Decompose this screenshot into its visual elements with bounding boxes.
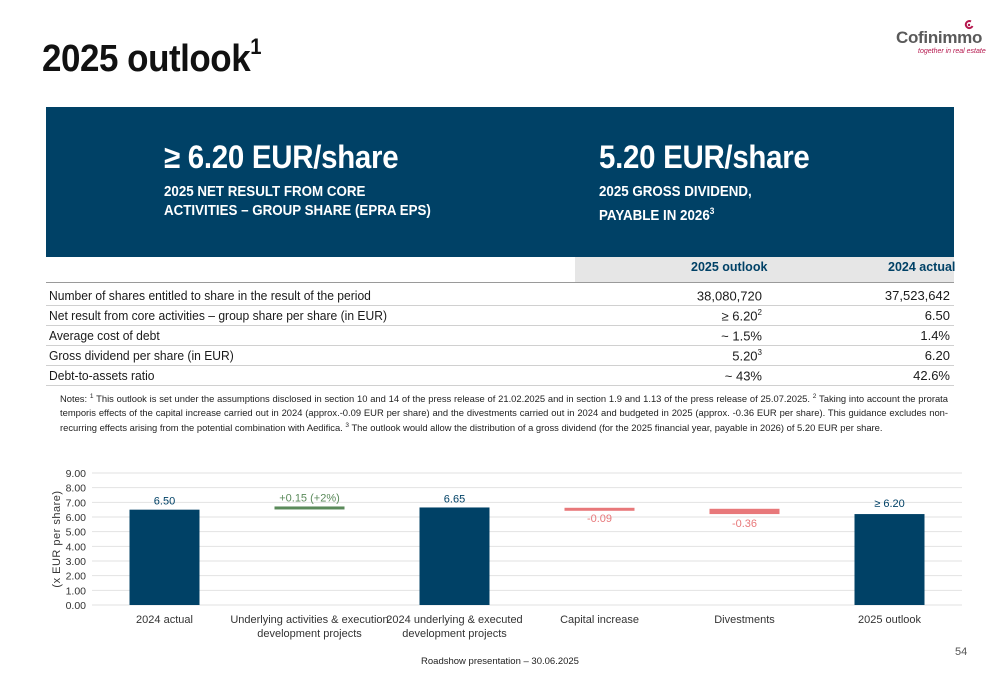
row-outlook-text: ~ 1.5% <box>721 328 762 344</box>
y-tick-label: 7.00 <box>66 497 87 509</box>
row-outlook-text: 38,080,720 <box>696 288 762 304</box>
kpi-eps-value: ≥ 6.20 EUR/share <box>164 139 399 175</box>
logo-name: Cofinimmo <box>896 28 983 47</box>
y-tick-label: 2.00 <box>66 571 87 583</box>
logo-tagline: together in real estate <box>918 48 986 55</box>
kpi-dividend-footnote-mark: 3 <box>709 206 715 216</box>
row-outlook-value: ~ 1.5% <box>721 328 762 343</box>
y-tick-label: 0.00 <box>66 600 87 612</box>
table-row: Average cost of debt ~ 1.5% 1.4% <box>46 326 954 346</box>
y-axis-label: (x EUR per share) <box>51 490 63 587</box>
row-outlook-value: ~ 43% <box>725 368 762 383</box>
data-label: -0.36 <box>732 518 757 530</box>
data-label: ≥ 6.20 <box>874 498 905 510</box>
row-label: Gross dividend per share (in EUR) <box>49 348 234 363</box>
x-tick-label: development projects <box>257 628 362 640</box>
footnote-2: Taking into account the prorata temporis… <box>60 393 948 434</box>
kpi-dividend-value: 5.20 EUR/share <box>599 139 810 175</box>
y-tick-label: 1.00 <box>66 585 87 597</box>
chart-bar <box>709 508 780 515</box>
page-title: 2025 outlook1 <box>42 34 261 81</box>
data-label: -0.09 <box>587 513 612 525</box>
page-number: 54 <box>955 646 968 658</box>
table-row: Debt-to-assets ratio ~ 43% 42.6% <box>46 366 954 386</box>
y-tick-label: 4.00 <box>66 541 87 553</box>
row-divider <box>46 385 954 386</box>
page-title-text: 2025 outlook <box>42 38 251 80</box>
footnote-3: The outlook would allow the distribution… <box>351 422 883 434</box>
x-tick-label: development projects <box>402 628 507 640</box>
row-actual-value: 37,523,642 <box>884 288 950 303</box>
row-label: Debt-to-assets ratio <box>49 368 155 383</box>
x-tick-label: 2025 outlook <box>858 614 921 626</box>
data-label: 6.65 <box>444 493 465 505</box>
kpi-dividend-caption: 2025 GROSS DIVIDEND, PAYABLE IN 20263 <box>599 183 752 226</box>
row-outlook-value: 5.203 <box>732 348 762 363</box>
x-tick-label: 2024 actual <box>136 614 193 626</box>
row-outlook-text: ≥ 6.20 <box>721 308 758 324</box>
chart-bar <box>419 507 490 605</box>
table-row: Net result from core activities – group … <box>46 306 954 326</box>
row-label: Average cost of debt <box>49 328 160 343</box>
row-outlook-footnote: 2 <box>757 308 762 317</box>
footer-text: Roadshow presentation – 30.06.2025 <box>421 656 579 667</box>
row-outlook-value: 38,080,720 <box>697 288 762 303</box>
row-outlook-text: 5.20 <box>732 348 758 364</box>
table-header-background <box>575 257 954 282</box>
y-tick-label: 8.00 <box>66 483 87 495</box>
row-actual-value: 1.4% <box>920 328 950 343</box>
table-header-divider <box>46 282 954 283</box>
footnote-1: This outlook is set under the assumption… <box>96 393 813 405</box>
kpi-dividend-caption-line2: PAYABLE IN 20263 <box>599 202 752 226</box>
kpi-eps-caption-line2: ACTIVITIES – GROUP SHARE (EPRA EPS) <box>164 203 431 219</box>
y-tick-label: 9.00 <box>66 468 87 480</box>
waterfall-chart: 0.00 1.00 2.00 3.00 4.00 5.00 6.00 7.00 8.00 9.00… <box>51 468 962 640</box>
chart-bar <box>274 506 345 510</box>
kpi-eps-caption-line1: 2025 NET RESULT FROM CORE <box>164 184 366 200</box>
x-tick-label: Underlying activities & execution <box>230 614 388 626</box>
x-tick-label: Divestments <box>714 614 775 626</box>
footnote-mark-2: 2 <box>812 393 817 400</box>
row-actual-value: 6.20 <box>924 348 950 363</box>
footnotes: Notes: 1 This outlook is set under the a… <box>60 390 948 435</box>
row-actual-value: 42.6% <box>913 368 950 383</box>
row-label: Net result from core activities – group … <box>49 308 387 323</box>
row-divider <box>46 305 954 306</box>
chart-bar <box>854 514 925 605</box>
footnote-mark-1: 1 <box>89 393 94 400</box>
table-row: Number of shares entitled to share in th… <box>46 286 954 306</box>
footnote-mark-3: 3 <box>345 422 350 430</box>
kpi-banner: ≥ 6.20 EUR/share 2025 NET RESULT FROM CO… <box>46 107 954 257</box>
chart-bar <box>129 509 200 605</box>
table-header-actual: 2024 actual <box>888 260 956 274</box>
x-tick-label: Capital increase <box>560 614 639 626</box>
kpi-dividend-caption-line1: 2025 GROSS DIVIDEND, <box>599 184 752 200</box>
table-header-outlook: 2025 outlook <box>691 260 768 274</box>
y-tick-label: 5.00 <box>66 527 87 539</box>
row-label: Number of shares entitled to share in th… <box>49 288 371 303</box>
row-outlook-text: ~ 43% <box>724 368 762 384</box>
y-tick-label: 3.00 <box>66 556 87 568</box>
kpi-dividend-caption-line2-text: PAYABLE IN 2026 <box>599 207 710 224</box>
data-label: +0.15 (+2%) <box>279 492 340 504</box>
company-logo: Cofinimmo together in real estate <box>894 20 986 62</box>
row-divider <box>46 325 954 326</box>
notes-prefix: Notes: <box>60 393 90 405</box>
y-tick-label: 6.00 <box>66 512 87 524</box>
data-label: 6.50 <box>154 496 175 508</box>
row-actual-value: 6.50 <box>924 308 950 323</box>
kpi-eps-caption: 2025 NET RESULT FROM CORE ACTIVITIES – G… <box>164 183 431 221</box>
logo-mark-icon <box>964 20 974 30</box>
row-divider <box>46 365 954 366</box>
row-outlook-value: ≥ 6.202 <box>721 308 762 323</box>
table-row: Gross dividend per share (in EUR) 5.203 … <box>46 346 954 366</box>
row-divider <box>46 345 954 346</box>
row-outlook-footnote: 3 <box>757 348 762 357</box>
chart-bar <box>564 507 635 511</box>
x-tick-label: 2024 underlying & executed <box>386 614 522 626</box>
title-footnote-mark: 1 <box>250 34 262 59</box>
